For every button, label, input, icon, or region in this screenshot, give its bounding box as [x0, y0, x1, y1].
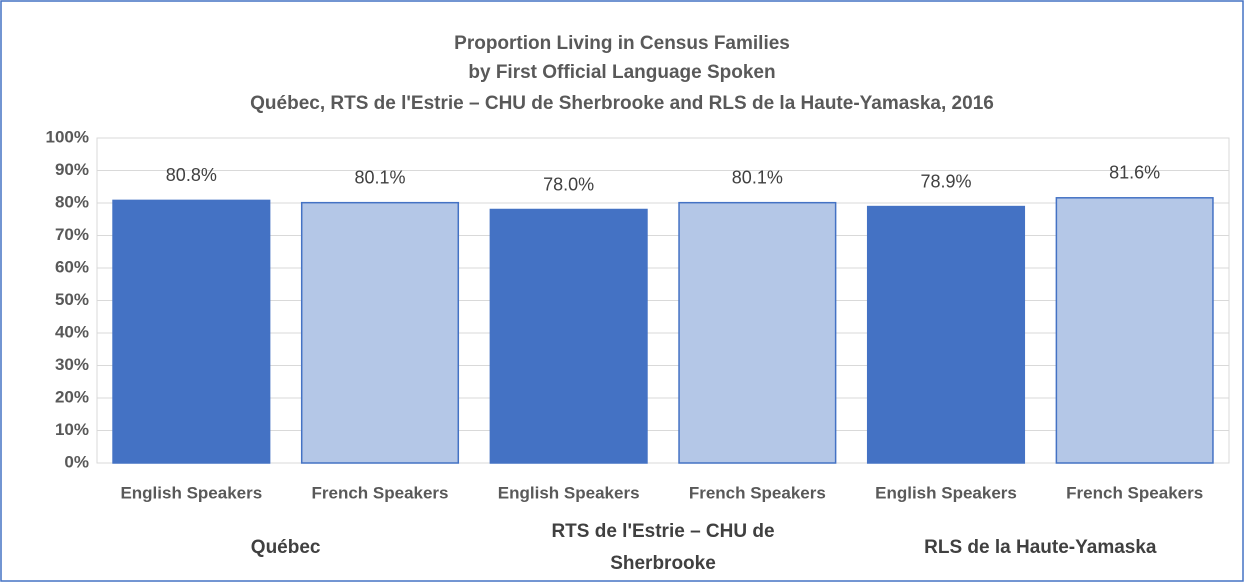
y-tick-label: 40% [55, 322, 89, 341]
group-label: RTS de l'Estrie – CHU de Sherbrooke [551, 521, 775, 574]
x-tick-label: French Speakers [689, 483, 826, 502]
y-tick-label: 60% [55, 257, 89, 276]
value-label: 81.6% [1109, 163, 1160, 183]
x-tick-label: English Speakers [120, 483, 262, 502]
value-label: 78.9% [920, 171, 971, 191]
y-tick-label: 20% [55, 387, 89, 406]
bar [489, 208, 648, 464]
chart-subtitle: by First Official Language Spoken [468, 62, 775, 83]
y-tick-label: 90% [55, 160, 89, 179]
y-tick-label: 100% [46, 127, 89, 146]
bar [300, 201, 460, 464]
value-label: 80.8% [166, 165, 217, 185]
value-label: 78.0% [543, 174, 594, 194]
x-tick-label: English Speakers [875, 483, 1017, 502]
x-tick-label: French Speakers [1066, 483, 1203, 502]
y-tick-label: 0% [64, 452, 89, 471]
bar [678, 201, 837, 464]
x-tick-label: English Speakers [498, 483, 640, 502]
x-tick-label: French Speakers [311, 483, 448, 502]
plot-border [96, 137, 1230, 464]
group-label: Québec [250, 537, 321, 558]
y-tick-label: 80% [55, 192, 89, 211]
bar [112, 199, 271, 464]
value-label: 80.1% [732, 167, 783, 187]
value-label: 80.1% [354, 167, 405, 187]
bar [1055, 197, 1214, 464]
y-tick-label: 30% [55, 355, 89, 374]
y-tick-label: 50% [55, 290, 89, 309]
y-tick-label: 70% [55, 225, 89, 244]
y-tick-label: 10% [55, 420, 89, 439]
chart-title: Proportion Living in Census Families [454, 33, 790, 54]
chart-subtitle: Québec, RTS de l'Estrie – CHU de Sherbro… [250, 93, 994, 114]
group-label: RLS de la Haute-Yamaska [924, 537, 1157, 558]
bar [866, 205, 1026, 464]
